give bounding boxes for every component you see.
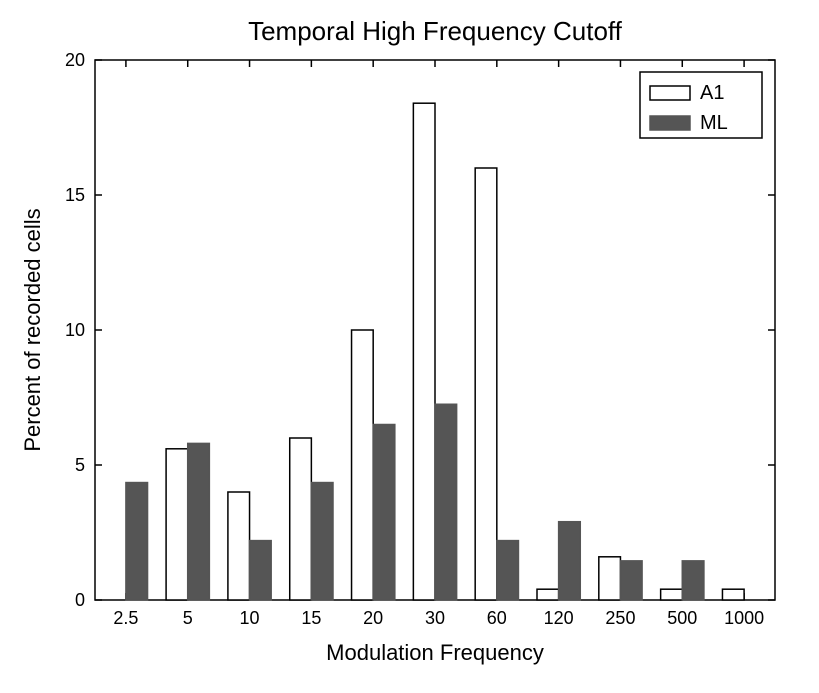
xtick-label: 5 <box>183 608 193 628</box>
xtick-label: 1000 <box>724 608 764 628</box>
ytick-label: 20 <box>65 50 85 70</box>
chart-container: 0 5 10 15 20 2.5 5 10 15 20 30 60 120 250 500 1000 Tempo… <box>0 0 819 693</box>
ytick-label: 10 <box>65 320 85 340</box>
bar-ML <box>559 522 581 600</box>
xtick-label: 30 <box>425 608 445 628</box>
xtick-label: 2.5 <box>113 608 138 628</box>
bar-ML <box>311 483 333 600</box>
chart-svg: 0 5 10 15 20 2.5 5 10 15 20 30 60 120 250 500 1000 Tempo… <box>0 0 819 693</box>
legend-swatch <box>650 86 690 100</box>
legend-swatch <box>650 116 690 130</box>
legend-label: A1 <box>700 82 724 104</box>
legend-label: ML <box>700 112 728 134</box>
bar-A1 <box>537 589 559 600</box>
xtick-label: 500 <box>667 608 697 628</box>
bar-A1 <box>599 557 621 600</box>
xtick-label: 15 <box>301 608 321 628</box>
xtick-label: 10 <box>240 608 260 628</box>
bar-ML <box>373 425 395 601</box>
ytick-label: 0 <box>75 590 85 610</box>
bar-A1 <box>475 168 497 600</box>
bar-A1 <box>722 589 744 600</box>
bar-ML <box>435 404 457 600</box>
bar-A1 <box>413 103 435 600</box>
xtick-label: 250 <box>605 608 635 628</box>
bar-A1 <box>352 330 374 600</box>
ytick-label: 5 <box>75 455 85 475</box>
xtick-label: 60 <box>487 608 507 628</box>
x-axis-label: Modulation Frequency <box>326 640 544 665</box>
bar-ML <box>188 443 210 600</box>
bar-A1 <box>290 438 312 600</box>
bar-ML <box>250 541 272 600</box>
bar-ML <box>126 483 148 600</box>
bar-ML <box>620 561 642 600</box>
bar-ML <box>682 561 704 600</box>
chart-title: Temporal High Frequency Cutoff <box>248 16 623 46</box>
bar-A1 <box>661 589 683 600</box>
bar-A1 <box>166 449 188 600</box>
xtick-label: 20 <box>363 608 383 628</box>
xtick-label: 120 <box>544 608 574 628</box>
y-axis-label: Percent of recorded cells <box>20 208 45 451</box>
ytick-label: 15 <box>65 185 85 205</box>
bar-ML <box>497 541 519 600</box>
bar-A1 <box>228 492 250 600</box>
